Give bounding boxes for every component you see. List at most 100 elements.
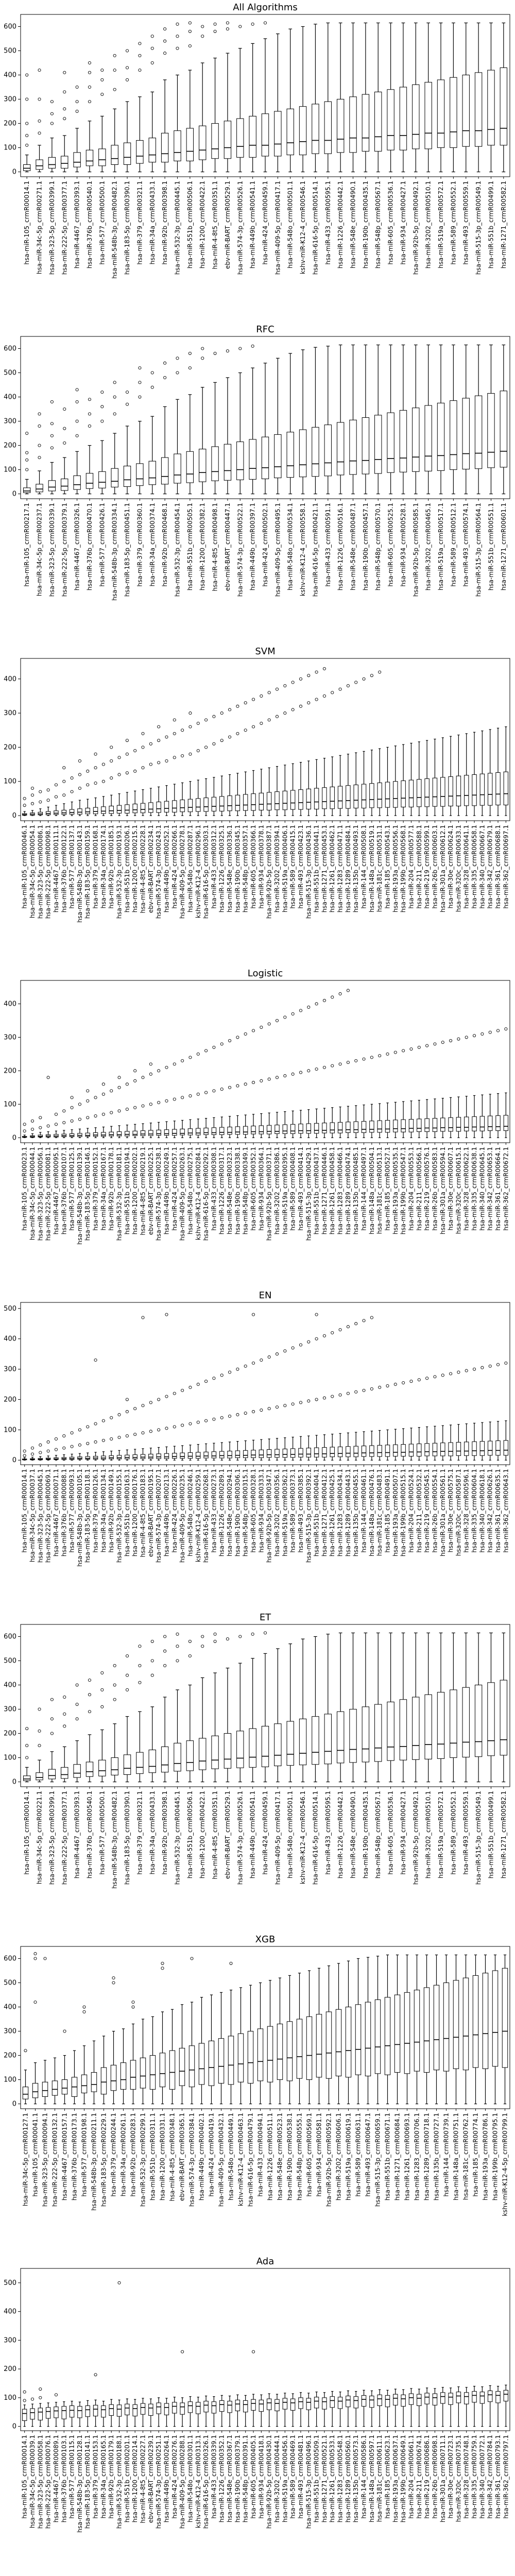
flier-point	[75, 110, 79, 113]
box	[172, 2397, 177, 2427]
x-tick-label: hsa-miR-4-8t5_crmR00227.1	[140, 2435, 147, 2523]
box	[404, 1954, 410, 2105]
box-body	[474, 1685, 483, 1757]
x-tick-label: hsa-miR-92b_crmR00398.1	[161, 181, 168, 265]
box-body	[45, 2407, 51, 2419]
flier-point	[50, 434, 54, 437]
box-body	[377, 1120, 382, 1133]
x-tick-label: hsa-miR-616-5p_crmR00303.1	[202, 825, 210, 919]
box	[186, 1639, 194, 1783]
chart-panel: All Algorithms0100200300400500600hsa-miR…	[4, 2, 510, 279]
box	[324, 22, 332, 173]
flier-point	[504, 1361, 508, 1365]
flier-point	[457, 1037, 460, 1041]
flier-point	[133, 1069, 137, 1073]
box	[322, 1334, 327, 1461]
flier-point	[165, 1313, 168, 1316]
box-body	[48, 480, 56, 492]
flier-point	[331, 691, 334, 694]
flier-point	[213, 1639, 217, 1643]
box	[437, 22, 445, 173]
flier-point	[157, 1398, 161, 1401]
box-body	[500, 391, 508, 468]
box-body	[161, 132, 169, 163]
flier-point	[39, 2387, 42, 2391]
x-tick-label: hsa-miR-551b_crmR00671.1	[384, 2113, 391, 2200]
box	[401, 1049, 406, 1138]
box	[479, 1366, 485, 1461]
flier-point	[267, 1355, 271, 1359]
flier-point	[157, 725, 161, 728]
flier-point	[188, 1385, 192, 1389]
box-body	[274, 434, 282, 479]
x-tick-label: ebv-miR-BART_crmR00239.1	[147, 2435, 154, 2523]
flier-point	[346, 1325, 350, 1329]
box	[353, 1059, 358, 1138]
flier-point	[188, 1639, 192, 1643]
flier-point	[70, 790, 74, 793]
box	[156, 2397, 161, 2427]
flier-point	[149, 1072, 152, 1076]
box-body	[448, 2393, 453, 2405]
flier-point	[75, 85, 79, 89]
box	[120, 2028, 127, 2105]
x-tick-label: hsa-miR-548b-3p_crmR00139.1	[76, 1147, 83, 1245]
flier-point	[196, 1052, 200, 1056]
box-body	[387, 1701, 394, 1761]
x-tick-label: hsa-miR-1271_crmR00453.1	[321, 825, 328, 912]
box-body	[259, 2399, 264, 2412]
box-body	[443, 1982, 450, 2072]
x-tick-label: hsa-miR-433_crmR00595.1	[324, 181, 332, 265]
box-body	[236, 442, 244, 480]
box	[424, 1377, 430, 1461]
box-body	[479, 1441, 485, 1456]
box-body	[77, 808, 82, 815]
box-body	[487, 1682, 495, 1756]
flier-point	[228, 1414, 232, 1418]
y-tick-label: 400	[4, 1000, 16, 1008]
box-body	[346, 1122, 351, 1133]
x-tick-label: hsa-miR-515-3p_crmR00436.1	[305, 825, 312, 919]
flier-point	[163, 39, 167, 43]
box	[503, 1361, 509, 1461]
x-tick-label: hsa-miR-199b_crmR00547.1	[400, 1147, 407, 1234]
box-body	[132, 1130, 138, 1136]
x-tick-label: hsa-miR-493_crmR00647.1	[365, 2113, 372, 2197]
box	[274, 33, 282, 173]
flier-point	[263, 1631, 267, 1635]
box-body	[257, 2028, 264, 2081]
flier-point	[331, 1331, 334, 1334]
box	[274, 1648, 282, 1783]
x-tick-label: hsa-miR-4467_crmR00089.1	[53, 2435, 60, 2522]
box	[61, 1109, 66, 1138]
box	[298, 677, 303, 816]
x-tick-label: hsa-miR-934_crmR00333.1	[258, 1469, 265, 1553]
x-tick-label: hsa-miR-320c_crmR00587.1	[455, 1469, 462, 1556]
flier-point	[100, 78, 104, 81]
box-body	[462, 398, 470, 470]
y-tick-label: 400	[4, 1682, 16, 1689]
x-tick-label: hsa-miR-34c-5p_crmR00237.1	[36, 503, 43, 596]
x-tick-label: hsa-miR-379_crmR00152.1	[92, 1147, 99, 1231]
x-tick-label: hsa-miR-4467_crmR00393.1	[74, 181, 81, 268]
x-tick-label: hsa-miR-574-3p_crmR00384.1	[188, 2113, 196, 2207]
box	[314, 1313, 319, 1461]
x-tick-label: hsa-miR-548b-3p_crmR00105.1	[76, 1469, 83, 1567]
box	[23, 73, 31, 173]
chart-panel: EN0100200300400500hsa-miR-105_crmR00014.…	[4, 1290, 510, 1567]
flier-point	[138, 381, 142, 384]
box	[161, 27, 169, 173]
box	[401, 1381, 406, 1461]
y-tick-label: 100	[4, 2076, 16, 2084]
box-body	[219, 1127, 225, 1135]
box	[85, 2400, 90, 2427]
flier-point	[201, 25, 204, 28]
box	[54, 783, 59, 816]
x-tick-label: hsa-miR-148a_crmR00476.1	[368, 1469, 375, 1556]
box	[322, 2392, 327, 2427]
box	[385, 1384, 390, 1461]
x-tick-label: hsa-miR-34c-5p_crmR00271.1	[36, 181, 43, 274]
box	[374, 344, 382, 495]
x-tick-label: hsa-miR-323-5p_crmR00399.1	[48, 181, 56, 275]
x-tick-label: hsa-miR-548p_crmR00570.1	[374, 503, 382, 590]
